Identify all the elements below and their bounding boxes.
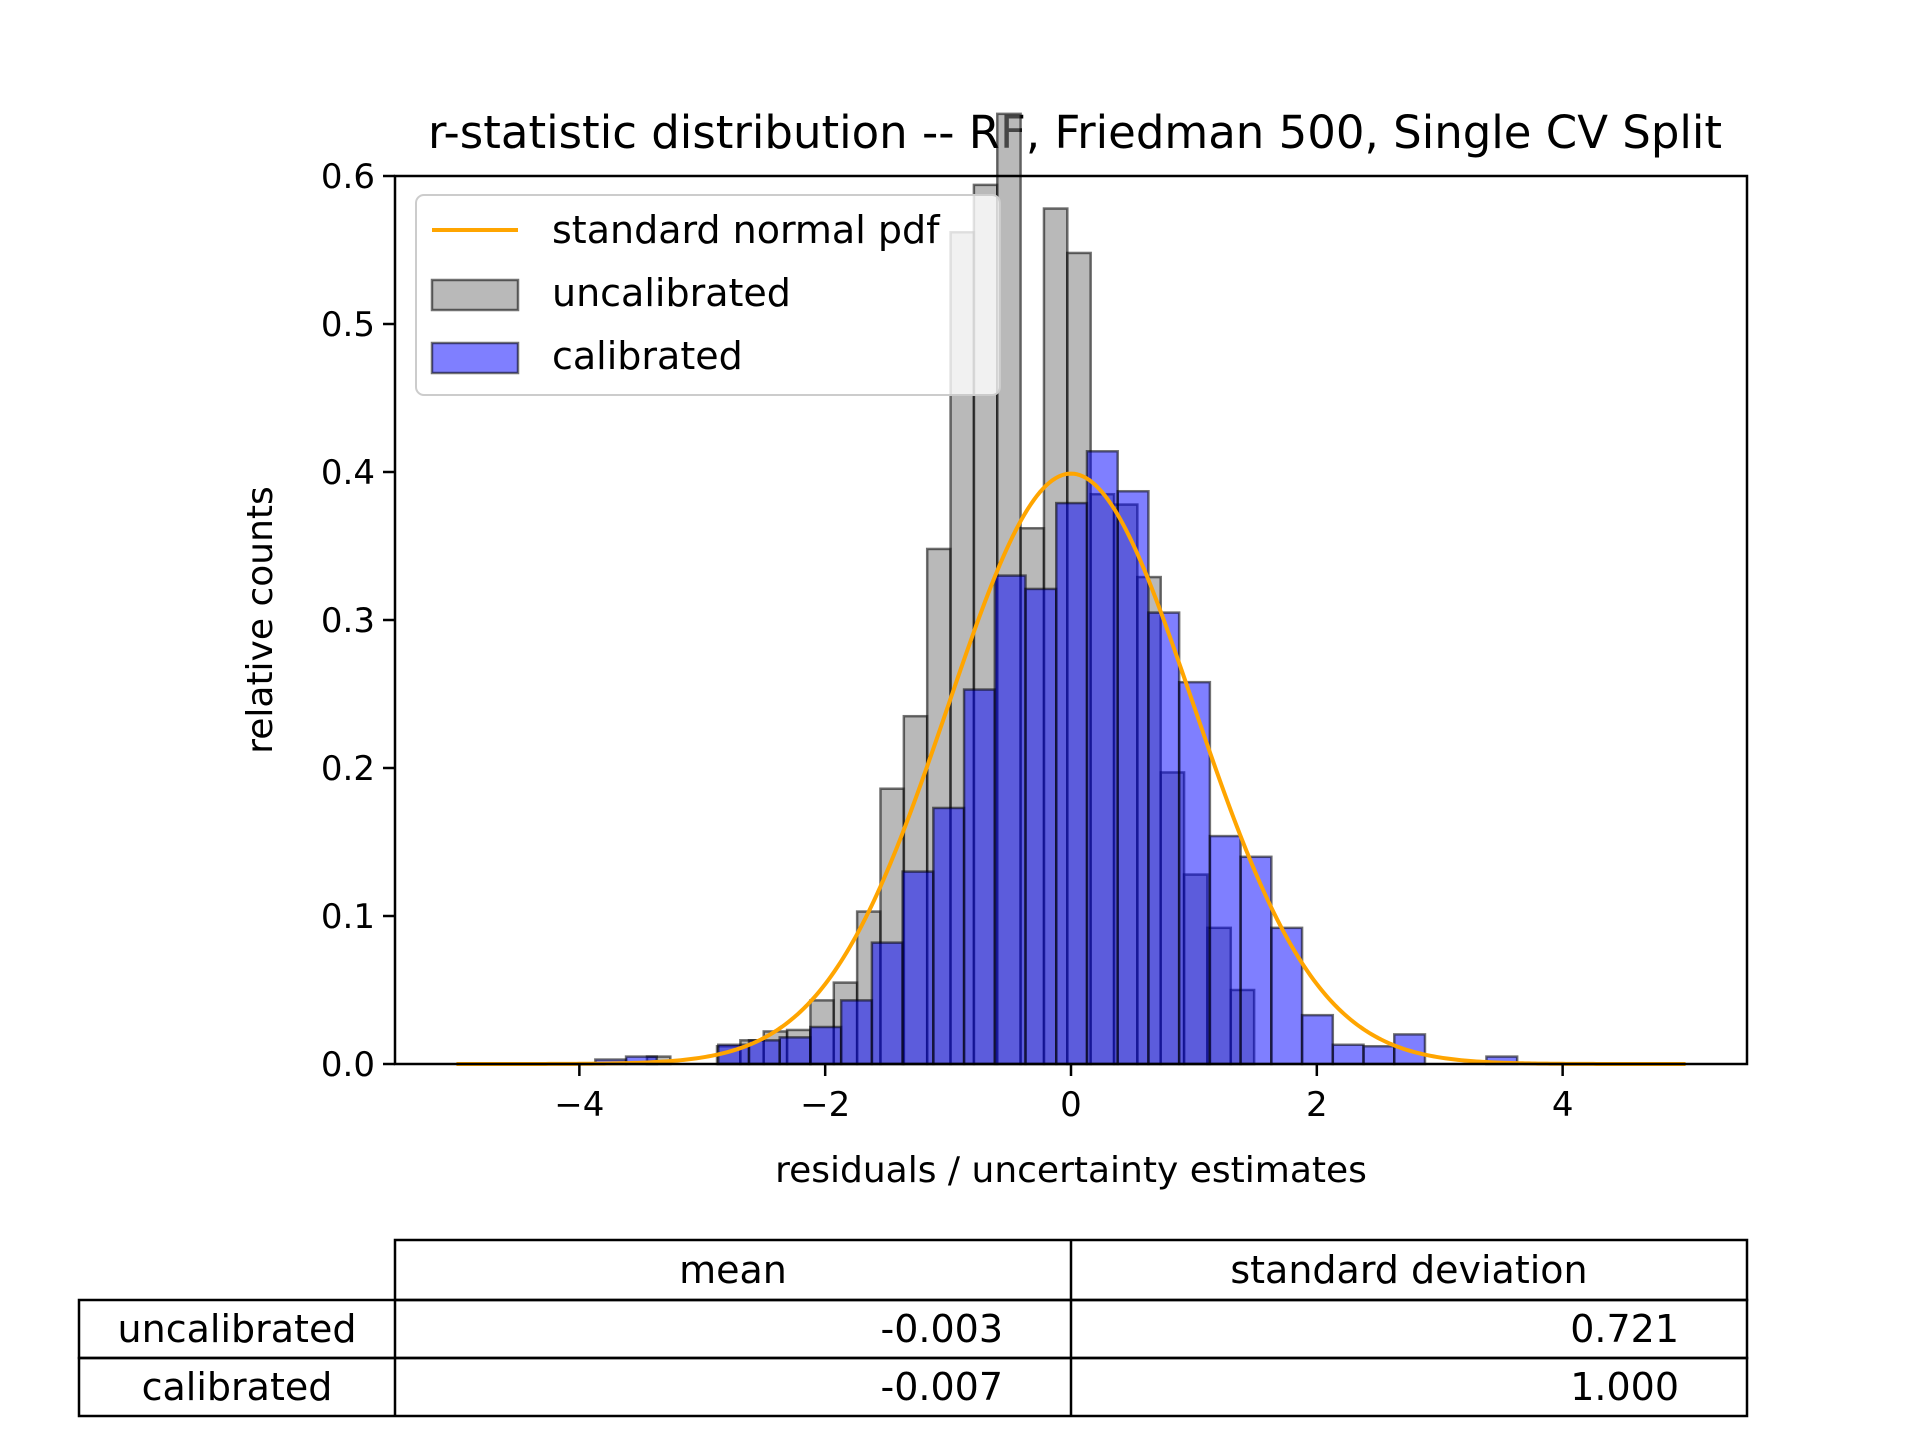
calibrated-bar [1147, 611, 1181, 1066]
legend-swatch-calibrated [430, 341, 520, 375]
calibrated-bar [1208, 834, 1242, 1066]
calibrated-bar [1024, 587, 1058, 1066]
calibrated-bars [594, 450, 1519, 1066]
calibrated-bar [1331, 1043, 1365, 1066]
calibrated-bar [1239, 855, 1273, 1066]
calibrated-bar [809, 1025, 843, 1066]
table-cell-calibrated-mean: -0.007 [881, 1365, 1004, 1409]
calibrated-bar [1300, 1013, 1335, 1066]
calibrated-bar [839, 999, 874, 1066]
legend: standard normal pdf uncalibrated calibra… [415, 194, 1001, 396]
calibrated-bar [1085, 450, 1119, 1066]
table-header-mean: mean [679, 1248, 787, 1292]
calibrated-bar [1055, 501, 1089, 1066]
legend-swatch-uncalibrated [430, 278, 520, 312]
table-cell-uncalibrated-std: 0.721 [1570, 1307, 1679, 1351]
table-row-label-uncalibrated: uncalibrated [118, 1307, 357, 1351]
y-tick-label: 0.6 [321, 157, 375, 197]
calibrated-bar [870, 941, 904, 1066]
chart-title: r-statistic distribution -- RF, Friedman… [428, 106, 1722, 159]
legend-label-calibrated: calibrated [552, 334, 743, 378]
calibrated-bar [1270, 926, 1304, 1066]
calibrated-bar [962, 688, 997, 1066]
x-axis-label: residuals / uncertainty estimates [775, 1150, 1367, 1191]
legend-box [415, 194, 1001, 396]
legend-label-uncalibrated: uncalibrated [552, 271, 791, 315]
y-axis-ticks: 0.0 0.1 0.2 0.3 0.4 0.5 0.6 [321, 157, 395, 1085]
legend-label-pdf: standard normal pdf [552, 208, 941, 252]
table-header-std: standard deviation [1230, 1248, 1587, 1292]
y-tick-label: 0.1 [321, 897, 375, 937]
y-axis-label: relative counts [240, 486, 281, 754]
y-tick-label: 0.0 [321, 1045, 375, 1085]
y-tick-label: 0.5 [321, 305, 375, 345]
y-tick-label: 0.2 [321, 749, 375, 789]
calibrated-bar [993, 574, 1027, 1066]
calibrated-bar [778, 1036, 812, 1066]
x-tick-label: 4 [1552, 1085, 1574, 1125]
table-cell-calibrated-std: 1.000 [1570, 1365, 1679, 1409]
y-tick-label: 0.3 [321, 601, 375, 641]
calibrated-bar [1362, 1044, 1396, 1066]
table-row-label-calibrated: calibrated [142, 1365, 333, 1409]
calibrated-bar [932, 806, 966, 1066]
calibrated-bar [1116, 489, 1150, 1066]
standard-normal-pdf-line [456, 471, 1686, 1066]
x-axis-ticks: −4 −2 0 2 4 [554, 1064, 1573, 1125]
x-tick-label: 0 [1060, 1085, 1082, 1125]
y-tick-label: 0.4 [321, 453, 375, 493]
x-tick-label: −4 [554, 1085, 604, 1125]
table-row-frame-2 [77, 1356, 1749, 1418]
x-tick-label: −2 [800, 1085, 850, 1125]
x-tick-label: 2 [1306, 1085, 1328, 1125]
calibrated-bar [901, 870, 935, 1066]
stats-table [77, 1238, 1749, 1418]
table-cell-uncalibrated-mean: -0.003 [881, 1307, 1004, 1351]
